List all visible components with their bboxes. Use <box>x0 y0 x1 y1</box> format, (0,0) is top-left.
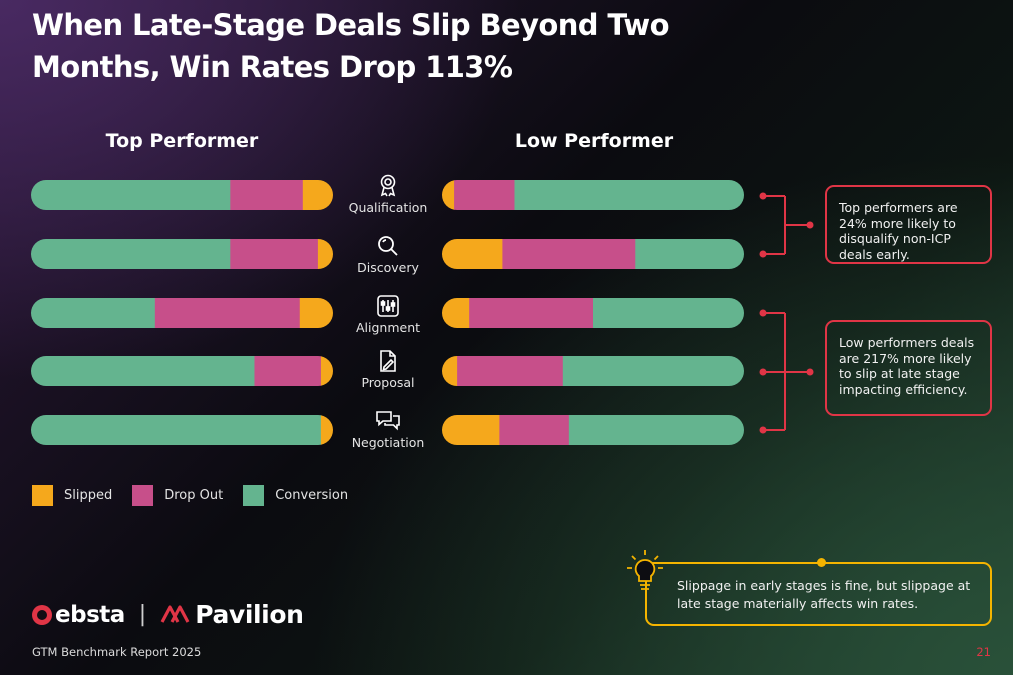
top-segment-proposal-drop-out <box>254 356 322 386</box>
top-segment-alignment-slipped <box>299 298 333 328</box>
legend-swatch-slipped <box>32 485 53 506</box>
low-segment-discovery-conversion <box>635 239 744 269</box>
low-segment-qualification-conversion <box>514 180 744 210</box>
low-segment-qualification-drop-out <box>454 180 515 210</box>
legend-label-conversion: Conversion <box>275 488 349 503</box>
page-title: When Late-Stage Deals Slip Beyond Two Mo… <box>32 8 670 84</box>
stage-label-discovery: Discovery <box>357 260 419 275</box>
sliders-icon <box>375 293 401 319</box>
low-bar-qualification <box>442 180 744 210</box>
stage-label-negotiation: Negotiation <box>351 435 425 450</box>
magnifier-icon <box>375 233 401 259</box>
pavilion-logo-icon <box>160 602 190 628</box>
low-segment-negotiation-conversion <box>568 415 744 445</box>
legend-item-slipped: Slipped <box>32 485 112 506</box>
pavilion-logo-text: Pavilion <box>195 600 304 629</box>
low-segment-proposal-conversion <box>562 356 744 386</box>
legend-label-slipped: Slipped <box>64 488 113 503</box>
top-segment-discovery-drop-out <box>230 239 319 269</box>
low-segment-discovery-drop-out <box>502 239 636 269</box>
low-bar-discovery <box>442 239 744 269</box>
top-segment-negotiation-slipped <box>320 415 333 445</box>
top-bar-qualification <box>31 180 333 210</box>
low-segment-alignment-drop-out <box>469 298 594 328</box>
top-segment-qualification-conversion <box>31 180 231 210</box>
low-segment-discovery-slipped <box>442 239 503 269</box>
chart-legend: Slipped Drop Out Conversion <box>32 485 368 506</box>
top-segment-discovery-conversion <box>31 239 231 269</box>
document-edit-icon <box>375 348 401 374</box>
top-segment-qualification-slipped <box>302 180 333 210</box>
top-segment-alignment-conversion <box>31 298 156 328</box>
top-bar-discovery <box>31 239 333 269</box>
callout-late-stage: Low performers deals are 217% more likel… <box>825 320 992 416</box>
brand-logos: ebsta | Pavilion <box>32 600 304 629</box>
top-segment-alignment-drop-out <box>154 298 301 328</box>
low-bar-proposal <box>442 356 744 386</box>
bracket-early-stage <box>759 192 814 258</box>
top-bar-proposal <box>31 356 333 386</box>
top-segment-proposal-conversion <box>31 356 255 386</box>
low-segment-qualification-slipped <box>442 180 455 210</box>
stage-label-proposal: Proposal <box>361 375 415 390</box>
top-bar-negotiation <box>31 415 333 445</box>
low-bar-negotiation <box>442 415 744 445</box>
legend-swatch-drop-out <box>132 485 154 506</box>
low-segment-proposal-drop-out <box>457 356 564 386</box>
award-ribbon-icon <box>375 173 401 199</box>
lightbulb-icon <box>624 548 666 600</box>
top-segment-qualification-drop-out <box>230 180 304 210</box>
page-number: 21 <box>976 645 991 659</box>
top-performer-heading: Top Performer <box>105 130 259 152</box>
low-performer-heading: Low Performer <box>514 130 674 152</box>
top-segment-proposal-slipped <box>320 356 333 386</box>
low-segment-alignment-conversion <box>593 298 744 328</box>
ebsta-logo-icon <box>32 604 52 625</box>
ebsta-logo-text: ebsta <box>55 601 125 628</box>
stage-label-alignment: Alignment <box>355 320 421 335</box>
legend-swatch-conversion <box>243 485 265 506</box>
top-bar-alignment <box>31 298 333 328</box>
low-segment-negotiation-drop-out <box>499 415 570 445</box>
top-segment-negotiation-conversion <box>31 415 322 445</box>
top-segment-discovery-slipped <box>317 239 333 269</box>
insight-connector-dot <box>817 558 826 567</box>
callout-early-stage: Top performers are 24% more likely to di… <box>825 185 992 264</box>
low-segment-proposal-slipped <box>442 356 458 386</box>
low-bar-alignment <box>442 298 744 328</box>
stage-label-qualification: Qualification <box>348 200 428 215</box>
logo-separator: | <box>138 602 147 627</box>
insight-text: Slippage in early stages is fine, but sl… <box>677 578 971 611</box>
low-segment-negotiation-slipped <box>442 415 500 445</box>
chat-bubbles-icon <box>375 408 401 434</box>
footer-report-name: GTM Benchmark Report 2025 <box>32 645 202 659</box>
legend-item-drop-out: Drop Out <box>132 485 223 506</box>
legend-label-drop-out: Drop Out <box>164 488 224 503</box>
insight-box: Slippage in early stages is fine, but sl… <box>645 562 992 626</box>
legend-item-conversion: Conversion <box>243 485 348 506</box>
bracket-late-stage <box>759 309 814 434</box>
low-segment-alignment-slipped <box>442 298 470 328</box>
